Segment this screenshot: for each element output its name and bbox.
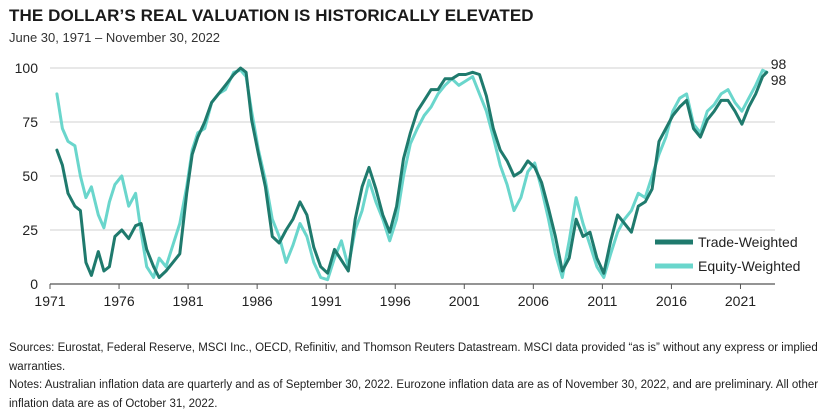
legend-label: Trade-Weighted xyxy=(698,234,798,250)
y-tick-label: 25 xyxy=(22,222,38,238)
y-tick-label: 75 xyxy=(22,114,38,130)
sources-note: Sources: Eurostat, Federal Reserve, MSCI… xyxy=(9,342,818,373)
x-tick-label: 2006 xyxy=(518,293,549,309)
y-tick-label: 0 xyxy=(30,276,38,292)
chart-title: THE DOLLAR’S REAL VALUATION IS HISTORICA… xyxy=(9,6,534,25)
legend-label: Equity-Weighted xyxy=(698,258,800,274)
x-tick-label: 1996 xyxy=(380,293,411,309)
x-tick-label: 2011 xyxy=(587,293,617,309)
end-label-trade-weighted: 98 xyxy=(771,72,787,88)
y-tick-label: 50 xyxy=(22,168,38,184)
y-axis-ticks: 0 25 50 75 100 xyxy=(15,60,39,292)
chart-subtitle: June 30, 1971 – November 30, 2022 xyxy=(9,30,221,45)
series-lines xyxy=(55,66,769,282)
y-tick-label: 100 xyxy=(15,60,39,76)
end-label-equity-weighted: 98 xyxy=(771,56,787,72)
chart-plot: 0 25 50 75 100 1971 1976 1981 1986 1991 1996 2001 2… xyxy=(15,56,801,309)
footnotes: Sources: Eurostat, Federal Reserve, MSCI… xyxy=(9,339,819,413)
x-tick-label: 2001 xyxy=(449,293,480,309)
x-tick-label: 1971 xyxy=(34,293,65,309)
legend: Trade-Weighted Equity-Weighted xyxy=(655,234,800,274)
series-line-trade-weighted xyxy=(55,66,769,279)
x-tick-label: 2016 xyxy=(656,293,687,309)
x-tick-label: 1981 xyxy=(173,293,204,309)
series-line-equity-weighted xyxy=(55,68,769,282)
x-tick-label: 1986 xyxy=(242,293,273,309)
notes-note: Notes: Australian inflation data are qua… xyxy=(9,379,819,410)
x-axis-ticks: 1971 1976 1981 1986 1991 1996 2001 2006 2011 2016… xyxy=(34,284,756,309)
x-tick-label: 1976 xyxy=(103,293,134,309)
x-tick-label: 2021 xyxy=(725,293,756,309)
x-tick-label: 1991 xyxy=(311,293,342,309)
gridlines xyxy=(50,67,775,285)
